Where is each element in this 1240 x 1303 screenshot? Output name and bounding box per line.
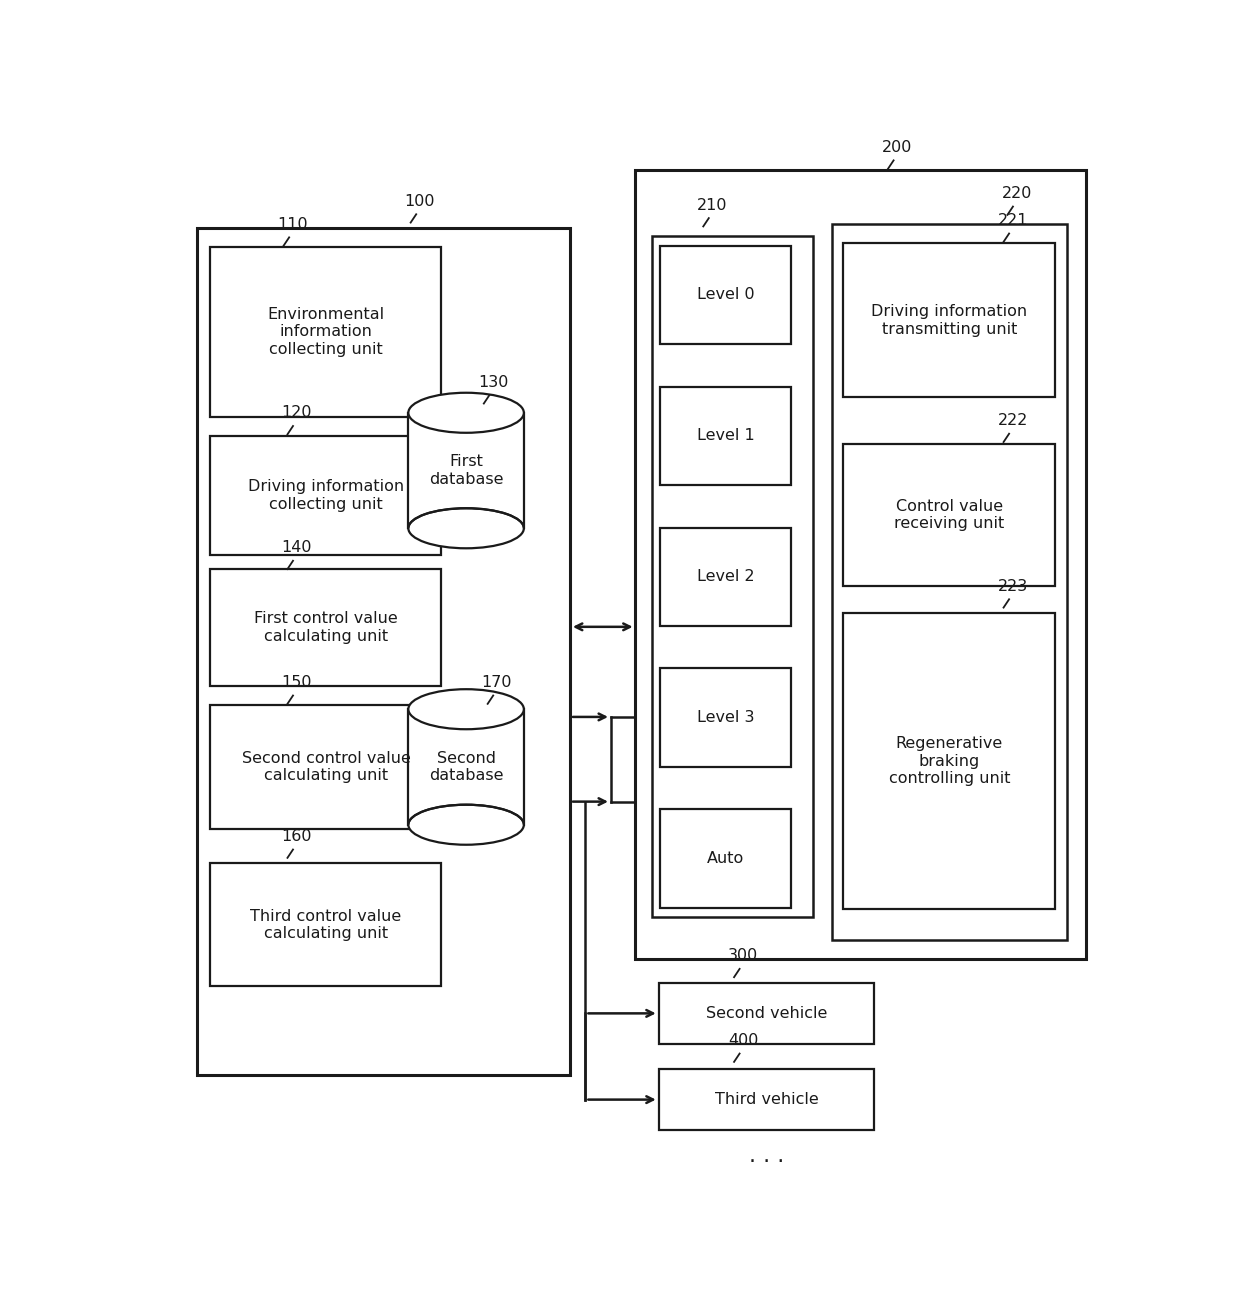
Text: Driving information
transmitting unit: Driving information transmitting unit: [872, 304, 1027, 336]
Text: 400: 400: [728, 1033, 759, 1048]
Bar: [211, 863, 441, 986]
Bar: [660, 528, 791, 625]
Bar: [635, 171, 1086, 959]
Bar: [652, 236, 812, 917]
Text: Level 3: Level 3: [697, 710, 754, 726]
Bar: [843, 443, 1055, 586]
Bar: [211, 248, 441, 417]
Text: Second
database: Second database: [429, 751, 503, 783]
Text: Auto: Auto: [707, 851, 744, 866]
Bar: [211, 437, 441, 555]
Text: 160: 160: [281, 829, 312, 844]
Text: Level 0: Level 0: [697, 288, 754, 302]
Bar: [843, 612, 1055, 909]
Text: Third control value
calculating unit: Third control value calculating unit: [250, 908, 402, 941]
Bar: [211, 569, 441, 687]
Bar: [658, 1068, 874, 1131]
Bar: [658, 982, 874, 1044]
Text: 221: 221: [997, 212, 1028, 228]
Text: Second vehicle: Second vehicle: [706, 1006, 827, 1020]
Ellipse shape: [408, 805, 523, 844]
Ellipse shape: [408, 689, 523, 730]
Bar: [211, 705, 441, 829]
Ellipse shape: [408, 508, 523, 549]
Text: Environmental
information
collecting unit: Environmental information collecting uni…: [268, 308, 384, 357]
Bar: [843, 244, 1055, 397]
Text: 200: 200: [882, 139, 913, 155]
Polygon shape: [408, 413, 523, 528]
Polygon shape: [408, 709, 523, 825]
Text: 170: 170: [481, 675, 512, 691]
Text: Driving information
collecting unit: Driving information collecting unit: [248, 480, 404, 512]
Text: 223: 223: [998, 579, 1028, 594]
Text: First
database: First database: [429, 455, 503, 487]
Bar: [660, 809, 791, 908]
Text: 120: 120: [281, 405, 312, 421]
Bar: [832, 224, 1066, 941]
Ellipse shape: [408, 392, 523, 433]
Bar: [660, 668, 791, 767]
Bar: [197, 228, 570, 1075]
Text: 222: 222: [998, 413, 1028, 429]
Text: 300: 300: [728, 949, 759, 963]
Text: 150: 150: [281, 675, 312, 691]
Text: First control value
calculating unit: First control value calculating unit: [254, 611, 398, 644]
Bar: [660, 387, 791, 485]
Text: . . .: . . .: [749, 1145, 784, 1166]
Text: 130: 130: [477, 375, 508, 390]
Bar: [660, 246, 791, 344]
Text: Level 1: Level 1: [697, 429, 754, 443]
Text: 110: 110: [278, 216, 309, 232]
Text: Second control value
calculating unit: Second control value calculating unit: [242, 751, 410, 783]
Text: 100: 100: [404, 194, 435, 208]
Text: 210: 210: [697, 198, 728, 212]
Text: Level 2: Level 2: [697, 569, 754, 584]
Text: Control value
receiving unit: Control value receiving unit: [894, 499, 1004, 532]
Text: Regenerative
braking
controlling unit: Regenerative braking controlling unit: [889, 736, 1011, 786]
Text: 220: 220: [1002, 186, 1032, 201]
Text: 140: 140: [281, 541, 312, 555]
Text: Third vehicle: Third vehicle: [714, 1092, 818, 1108]
